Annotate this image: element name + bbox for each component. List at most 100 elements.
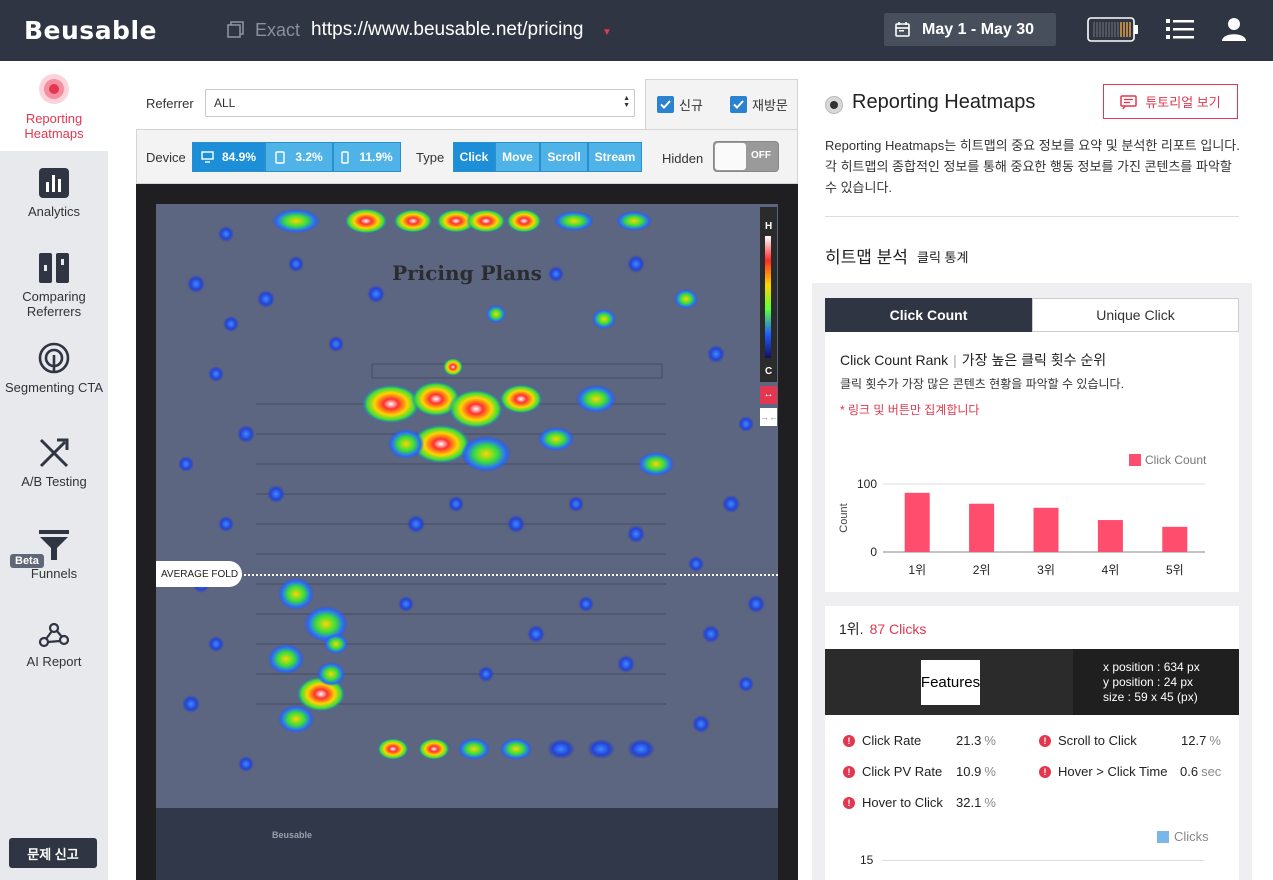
collapse-width-icon[interactable]: →← xyxy=(760,408,778,426)
sidebar-item-segmenting-cta[interactable]: Segmenting CTA xyxy=(0,342,108,395)
info-icon: ! xyxy=(843,796,855,809)
type-scroll-button[interactable]: Scroll xyxy=(540,142,588,172)
list-icon[interactable] xyxy=(1166,17,1194,42)
metric-scroll-to-click-value: 12.7% xyxy=(1181,733,1221,748)
metric-value: 10.9 xyxy=(956,764,982,779)
type-stream-button[interactable]: Stream xyxy=(588,142,642,172)
feature-thumbnail[interactable]: Features xyxy=(921,660,980,705)
tutorial-button-label: 튜토리얼 보기 xyxy=(1145,95,1221,110)
chart-x-tick-label: 5위 xyxy=(1166,563,1184,577)
rank-title: Click Count Rank | 가장 높은 클릭 횟수 순위 xyxy=(840,350,1106,370)
heatmap-page[interactable]: Pricing Plans xyxy=(156,204,778,808)
new-visitor-label: 신규 xyxy=(679,98,703,113)
chart-bar xyxy=(1097,520,1123,552)
funnel-icon xyxy=(39,530,69,560)
url-selector[interactable]: https://www.beusable.net/pricing xyxy=(311,19,584,40)
report-issue-button[interactable]: 문제 신고 xyxy=(9,838,97,868)
url-match-type[interactable]: Exact xyxy=(255,20,301,40)
compare-icon xyxy=(39,253,69,283)
rank1-clicks: 87 Clicks xyxy=(869,621,927,637)
mobile-icon xyxy=(341,150,350,164)
metric-click-pv-rate[interactable]: ! Click PV Rate xyxy=(843,764,942,779)
sidebar-item-analytics[interactable]: Analytics xyxy=(0,168,108,219)
top-bar: Beusable Exact https://www.beusable.net/… xyxy=(0,0,1273,61)
feature-info: x position : 634 px y position : 24 px s… xyxy=(1103,660,1200,705)
section-title: 히트맵 분석 xyxy=(825,248,908,267)
tab-unique-click[interactable]: Unique Click xyxy=(1032,298,1239,332)
chart-y-tick-label: 100 xyxy=(857,477,877,491)
metric-label: Click Rate xyxy=(862,733,922,748)
metric-value: 12.7 xyxy=(1181,733,1207,748)
device-tablet-button[interactable]: 3.2% xyxy=(265,142,333,172)
feature-size: size : 59 x 45 (px) xyxy=(1103,690,1198,704)
device-mobile-button[interactable]: 11.9% xyxy=(333,142,401,172)
heat-legend-gradient xyxy=(765,236,771,358)
new-visitor-checkbox[interactable]: 신규 xyxy=(657,95,703,114)
sidebar-item-reporting-heatmaps[interactable]: Reporting Heatmaps xyxy=(0,61,108,151)
split-arrows-icon xyxy=(39,438,69,468)
info-icon: ! xyxy=(843,765,855,778)
sidebar-item-comparing-referrers[interactable]: Comparing Referrers xyxy=(0,253,108,319)
heatmap-overlay xyxy=(178,208,765,772)
sidebar-item-funnels[interactable]: Funnels xyxy=(0,530,108,581)
copy-icon[interactable] xyxy=(227,21,244,38)
returning-visitor-checkbox[interactable]: 재방문 xyxy=(730,95,788,114)
expand-width-icon[interactable]: ↔ xyxy=(760,386,777,404)
feature-x: x position : 634 px xyxy=(1103,660,1200,674)
hidden-label: Hidden xyxy=(662,151,704,166)
rank-title-sub: 가장 높은 클릭 횟수 순위 xyxy=(961,352,1107,368)
device-tablet-value: 3.2% xyxy=(295,150,323,164)
returning-visitor-label: 재방문 xyxy=(752,98,788,113)
separator: | xyxy=(953,352,957,368)
logo[interactable]: Beusable xyxy=(24,16,157,45)
tab-click-count[interactable]: Click Count xyxy=(825,298,1032,338)
metric-unit: % xyxy=(984,795,996,810)
type-click-button[interactable]: Click xyxy=(453,142,495,172)
tablet-icon xyxy=(275,150,286,164)
metric-label: Hover to Click xyxy=(862,795,943,810)
metric-click-rate[interactable]: ! Click Rate xyxy=(843,733,921,748)
type-move-button[interactable]: Move xyxy=(495,142,540,172)
hidden-toggle[interactable]: OFF xyxy=(713,141,779,172)
sidebar-item-label: Funnels xyxy=(30,566,78,581)
info-icon: ! xyxy=(1039,734,1051,747)
metric-label: Scroll to Click xyxy=(1058,733,1137,748)
sidebar-item-ai-report[interactable]: AI Report xyxy=(0,620,108,669)
heatmap-page-footer: Beusable xyxy=(156,808,778,880)
fingerprint-icon xyxy=(38,342,70,374)
metric-unit: % xyxy=(1209,733,1221,748)
legend-label: Clicks xyxy=(1174,829,1209,844)
click-count-chart: 0 100 Count Click Count 1위 2위 3위 4위 5위 xyxy=(838,453,1207,577)
mini-chart-gridline xyxy=(882,860,1204,861)
mini-chart-legend: Clicks xyxy=(1157,829,1209,844)
date-range-button[interactable]: May 1 - May 30 xyxy=(884,13,1056,46)
divider xyxy=(825,216,1239,217)
rank-title-main: Click Count Rank xyxy=(840,352,949,368)
heatmap-page-title: Pricing Plans xyxy=(392,261,542,285)
rank-description: 클릭 횟수가 가장 많은 콘텐츠 현황을 파악할 수 있습니다. xyxy=(840,377,1124,391)
chevron-down-icon[interactable]: ▼ xyxy=(602,27,612,38)
chart-x-tick-label: 4위 xyxy=(1102,563,1120,577)
user-icon[interactable] xyxy=(1221,16,1247,42)
device-desktop-value: 84.9% xyxy=(221,150,257,164)
sidebar-item-ab-testing[interactable]: A/B Testing xyxy=(0,438,108,489)
metric-hover-click-time[interactable]: ! Hover > Click Time xyxy=(1039,764,1167,779)
referrer-select[interactable]: ALL ▲ ▼ xyxy=(205,89,635,117)
device-desktop-button[interactable]: 84.9% xyxy=(192,142,265,172)
metric-unit: % xyxy=(984,764,996,779)
desktop-icon xyxy=(201,151,214,163)
tutorial-button[interactable]: 튜토리얼 보기 xyxy=(1103,84,1238,119)
info-icon: ! xyxy=(1039,765,1051,778)
metric-scroll-to-click[interactable]: ! Scroll to Click xyxy=(1039,733,1137,748)
info-icon: ! xyxy=(843,734,855,747)
metric-hover-to-click[interactable]: ! Hover to Click xyxy=(843,795,943,810)
feature-info-bg xyxy=(1073,649,1239,715)
date-range-label: May 1 - May 30 xyxy=(922,20,1035,38)
select-arrows-icon: ▲ ▼ xyxy=(623,95,630,109)
chart-x-tick-label: 3위 xyxy=(1037,563,1055,577)
chart-bar xyxy=(1033,507,1059,552)
metric-label: Click PV Rate xyxy=(862,764,943,779)
usage-battery-icon[interactable] xyxy=(1087,17,1139,42)
metric-click-rate-value: 21.3% xyxy=(956,733,996,748)
chart-x-tick-label: 1위 xyxy=(908,563,926,577)
